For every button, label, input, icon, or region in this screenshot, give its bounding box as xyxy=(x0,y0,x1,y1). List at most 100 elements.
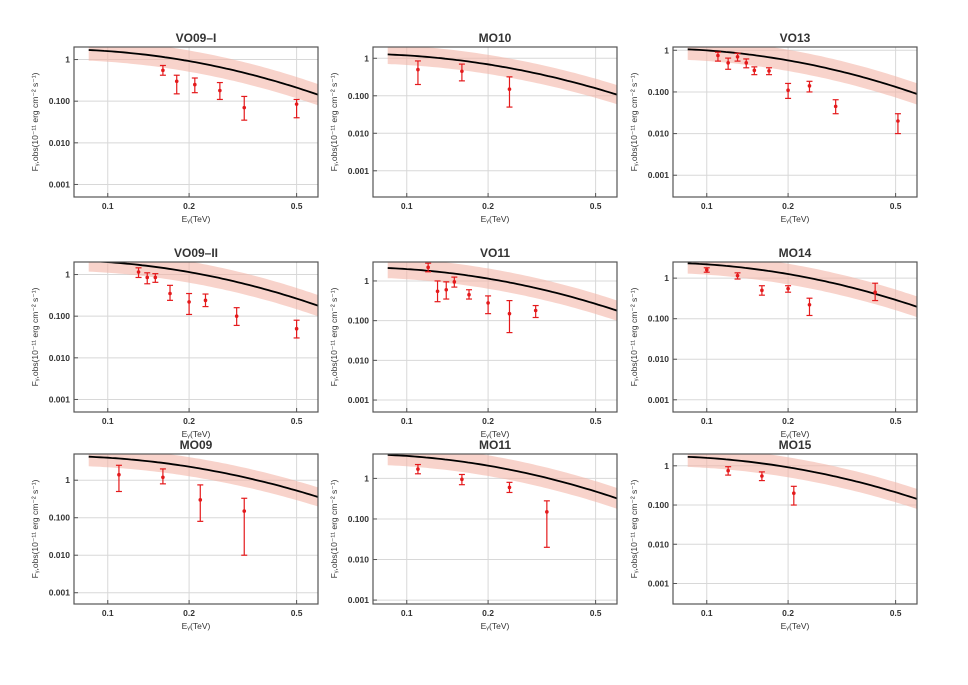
y-tick-label: 0.010 xyxy=(49,353,71,363)
data-point xyxy=(416,467,420,471)
y-axis-label: Fᵧ,obs(10⁻¹¹ erg cm⁻² s⁻¹) xyxy=(629,479,639,578)
y-tick-label: 0.010 xyxy=(49,550,71,560)
chart-title: MO14 xyxy=(779,246,812,260)
data-point xyxy=(767,69,771,73)
y-tick-label: 0.100 xyxy=(348,514,370,524)
model-curve xyxy=(687,48,917,95)
y-tick-label: 0.010 xyxy=(49,138,71,148)
data-point xyxy=(153,275,158,280)
x-axis-label: Eᵧ(TeV) xyxy=(481,214,510,224)
plot-frame xyxy=(672,453,918,605)
data-point xyxy=(460,69,464,74)
y-tick-label: 0.100 xyxy=(49,96,71,106)
y-tick-label: 0.010 xyxy=(348,555,370,565)
data-point xyxy=(744,61,749,65)
y-tick-label: 0.100 xyxy=(49,311,71,321)
data-point xyxy=(545,510,549,514)
chart-panel-8: MO11 0.1 0.2 0.5 0.001 0.010 0.100 1 Eᵧ(TeV) Fᵧ,o… xyxy=(329,438,618,631)
x-tick-label: 0.2 xyxy=(183,416,195,426)
y-tick-label: 0.001 xyxy=(49,179,71,189)
chart-title: VO09–II xyxy=(174,246,218,260)
y-tick-label: 0.001 xyxy=(348,595,370,605)
plot-layer xyxy=(88,47,318,121)
y-tick-label: 0.100 xyxy=(348,316,370,326)
y-tick-label: 1 xyxy=(664,273,669,283)
data-point xyxy=(145,275,150,280)
model-uncertainty-band xyxy=(88,262,318,317)
y-tick-label: 1 xyxy=(664,461,669,471)
data-point xyxy=(760,474,764,478)
y-tick-label: 0.001 xyxy=(49,588,71,598)
model-uncertainty-band xyxy=(88,454,318,507)
model-uncertainty-band xyxy=(387,47,617,105)
data-point xyxy=(726,468,730,473)
model-curve xyxy=(88,455,318,498)
y-tick-label: 0.100 xyxy=(49,513,71,523)
y-tick-label: 1 xyxy=(664,45,669,55)
plot-frame xyxy=(73,453,319,605)
y-tick-label: 1 xyxy=(65,475,70,485)
data-point xyxy=(792,491,796,496)
data-point xyxy=(234,314,239,318)
y-axis-label: Fᵧ,obs(10⁻¹¹ erg cm⁻² s⁻¹) xyxy=(329,287,339,386)
y-tick-label: 1 xyxy=(65,55,70,65)
plot-layer xyxy=(88,454,318,556)
plot-frame xyxy=(372,453,618,605)
data-point xyxy=(704,268,709,272)
x-tick-label: 0.5 xyxy=(590,416,602,426)
x-tick-label: 0.1 xyxy=(102,608,114,618)
model-uncertainty-band xyxy=(387,454,617,509)
y-tick-label: 0.010 xyxy=(648,539,670,549)
y-axis-label: Fᵧ,obs(10⁻¹¹ erg cm⁻² s⁻¹) xyxy=(629,287,639,386)
y-axis-label: Fᵧ,obs(10⁻¹¹ erg cm⁻² s⁻¹) xyxy=(329,479,339,578)
x-tick-label: 0.2 xyxy=(782,608,794,618)
y-tick-label: 0.010 xyxy=(348,355,370,365)
chart-title: MO09 xyxy=(180,438,213,452)
chart-title: VO13 xyxy=(780,31,811,45)
x-axis-label: Eᵧ(TeV) xyxy=(781,214,810,224)
data-point xyxy=(833,104,838,109)
x-axis-label: Eᵧ(TeV) xyxy=(182,429,211,439)
data-point xyxy=(435,289,440,294)
plot-layer xyxy=(687,262,917,318)
plot-frame xyxy=(672,261,918,413)
y-tick-label: 0.100 xyxy=(648,500,670,510)
y-axis-label: Fᵧ,obs(10⁻¹¹ erg cm⁻² s⁻¹) xyxy=(30,287,40,386)
x-tick-label: 0.1 xyxy=(701,201,713,211)
plot-layer xyxy=(387,262,617,334)
model-curve xyxy=(90,262,318,307)
chart-title: MO15 xyxy=(779,438,812,452)
data-point xyxy=(786,286,790,291)
plot-frame xyxy=(73,46,319,198)
y-tick-label: 0.100 xyxy=(648,314,670,324)
data-point xyxy=(752,68,757,73)
x-axis-label: Eᵧ(TeV) xyxy=(182,621,211,631)
chart-panel-4: VO09–II 0.1 0.2 0.5 0.001 0.010 0.100 1 Eᵧ(TeV) F… xyxy=(30,246,319,439)
x-tick-label: 0.2 xyxy=(482,416,494,426)
chart-panel-2: MO10 0.1 0.2 0.5 0.001 0.010 0.100 1 Eᵧ(TeV) Fᵧ,o… xyxy=(329,31,618,224)
plot-layer xyxy=(687,454,917,509)
chart-panel-3: VO13 0.1 0.2 0.5 0.001 0.010 0.100 1 Eᵧ(TeV) Fᵧ,o… xyxy=(629,31,918,224)
data-point xyxy=(294,102,299,106)
data-point xyxy=(242,509,247,513)
y-tick-label: 0.010 xyxy=(348,128,370,138)
y-tick-label: 0.001 xyxy=(348,166,370,176)
x-tick-label: 0.1 xyxy=(102,201,114,211)
x-tick-label: 0.1 xyxy=(701,416,713,426)
model-uncertainty-band xyxy=(387,262,617,321)
y-axis-label: Fᵧ,obs(10⁻¹¹ erg cm⁻² s⁻¹) xyxy=(629,72,639,171)
x-tick-label: 0.2 xyxy=(782,201,794,211)
data-point xyxy=(198,498,203,502)
x-tick-label: 0.5 xyxy=(291,201,303,211)
chart-panel-6: MO14 0.1 0.2 0.5 0.001 0.010 0.100 1 Eᵧ(TeV) Fᵧ,o… xyxy=(629,246,918,439)
data-point xyxy=(726,61,730,65)
data-point xyxy=(218,88,222,93)
x-tick-label: 0.2 xyxy=(482,201,494,211)
model-uncertainty-band xyxy=(687,454,917,509)
y-tick-label: 0.010 xyxy=(648,354,670,364)
data-point xyxy=(896,119,900,123)
x-tick-label: 0.2 xyxy=(782,416,794,426)
x-axis-label: Eᵧ(TeV) xyxy=(781,429,810,439)
y-tick-label: 0.001 xyxy=(648,395,670,405)
